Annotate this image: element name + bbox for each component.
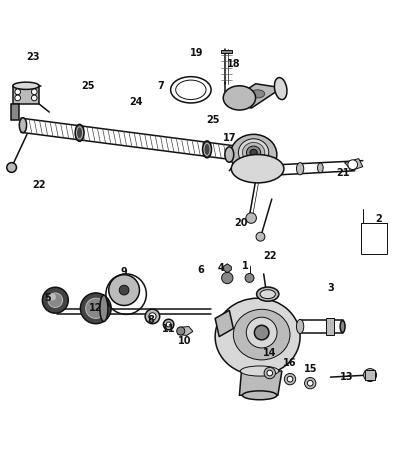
Circle shape [49, 294, 55, 300]
Polygon shape [177, 326, 192, 335]
Circle shape [31, 95, 37, 101]
Ellipse shape [175, 80, 205, 100]
Polygon shape [326, 318, 334, 334]
Ellipse shape [238, 139, 268, 166]
Ellipse shape [77, 127, 83, 139]
Ellipse shape [296, 162, 303, 175]
Ellipse shape [296, 319, 303, 333]
Circle shape [363, 369, 376, 381]
Polygon shape [13, 86, 39, 104]
Text: 25: 25 [206, 115, 220, 125]
Ellipse shape [242, 142, 264, 162]
Circle shape [245, 213, 256, 223]
Text: 20: 20 [234, 218, 247, 228]
Circle shape [7, 162, 17, 172]
Circle shape [163, 319, 173, 330]
Circle shape [85, 298, 106, 318]
Ellipse shape [246, 146, 260, 159]
Circle shape [166, 322, 171, 327]
Text: 8: 8 [147, 315, 153, 325]
Circle shape [254, 325, 268, 340]
Text: 15: 15 [303, 364, 316, 374]
Text: 1: 1 [241, 261, 248, 271]
Polygon shape [239, 371, 281, 395]
Ellipse shape [202, 141, 211, 158]
Ellipse shape [203, 143, 209, 155]
Ellipse shape [233, 309, 289, 360]
Polygon shape [221, 50, 232, 53]
Text: 2: 2 [375, 214, 382, 224]
Bar [360, 223, 386, 254]
Polygon shape [215, 310, 233, 337]
Circle shape [256, 232, 264, 241]
Text: 9: 9 [120, 267, 127, 277]
Text: 11: 11 [162, 323, 175, 333]
Text: 21: 21 [335, 168, 348, 178]
Text: 6: 6 [197, 265, 204, 275]
Ellipse shape [75, 124, 84, 142]
Text: 14: 14 [262, 348, 276, 358]
Ellipse shape [19, 118, 26, 133]
Text: 5: 5 [44, 293, 51, 303]
Circle shape [263, 367, 275, 379]
Text: 23: 23 [26, 52, 40, 62]
Polygon shape [11, 104, 19, 120]
Ellipse shape [249, 149, 257, 156]
Ellipse shape [240, 366, 278, 376]
Circle shape [42, 287, 68, 313]
Polygon shape [223, 264, 231, 273]
Circle shape [347, 160, 357, 170]
Ellipse shape [170, 76, 211, 103]
Circle shape [176, 327, 184, 335]
Circle shape [307, 380, 312, 386]
Ellipse shape [339, 321, 344, 332]
Text: 16: 16 [283, 358, 296, 368]
Ellipse shape [242, 391, 276, 400]
Circle shape [286, 376, 292, 382]
Text: 4: 4 [217, 263, 224, 273]
Circle shape [80, 293, 111, 323]
Circle shape [145, 309, 159, 323]
Ellipse shape [231, 154, 283, 183]
Ellipse shape [274, 77, 286, 100]
Text: 22: 22 [32, 180, 46, 190]
Ellipse shape [215, 298, 299, 375]
Text: 12: 12 [89, 304, 102, 314]
Ellipse shape [224, 147, 233, 162]
Ellipse shape [13, 82, 39, 89]
Ellipse shape [230, 134, 276, 175]
Text: 24: 24 [129, 97, 143, 107]
Circle shape [148, 313, 156, 320]
Text: 18: 18 [226, 58, 240, 68]
Circle shape [48, 293, 62, 307]
Circle shape [31, 89, 37, 95]
Polygon shape [225, 84, 281, 108]
Ellipse shape [317, 163, 322, 173]
Ellipse shape [260, 290, 275, 299]
Circle shape [304, 378, 315, 389]
Ellipse shape [250, 90, 264, 98]
Circle shape [245, 274, 254, 283]
Ellipse shape [100, 295, 108, 322]
Circle shape [15, 95, 21, 101]
Text: 17: 17 [222, 133, 235, 143]
Circle shape [266, 370, 272, 376]
Text: 7: 7 [157, 81, 164, 91]
Circle shape [109, 275, 139, 305]
Text: 10: 10 [178, 336, 191, 346]
Text: 19: 19 [190, 48, 203, 58]
Ellipse shape [223, 86, 255, 110]
Text: 13: 13 [339, 372, 352, 382]
Circle shape [246, 317, 276, 348]
Circle shape [284, 373, 295, 385]
Circle shape [221, 272, 232, 284]
Text: 22: 22 [262, 251, 276, 261]
Circle shape [119, 285, 129, 295]
Ellipse shape [256, 287, 278, 301]
Polygon shape [364, 370, 374, 380]
Circle shape [15, 89, 21, 95]
Text: 3: 3 [326, 283, 333, 293]
Polygon shape [344, 159, 362, 171]
Text: 25: 25 [81, 81, 94, 91]
